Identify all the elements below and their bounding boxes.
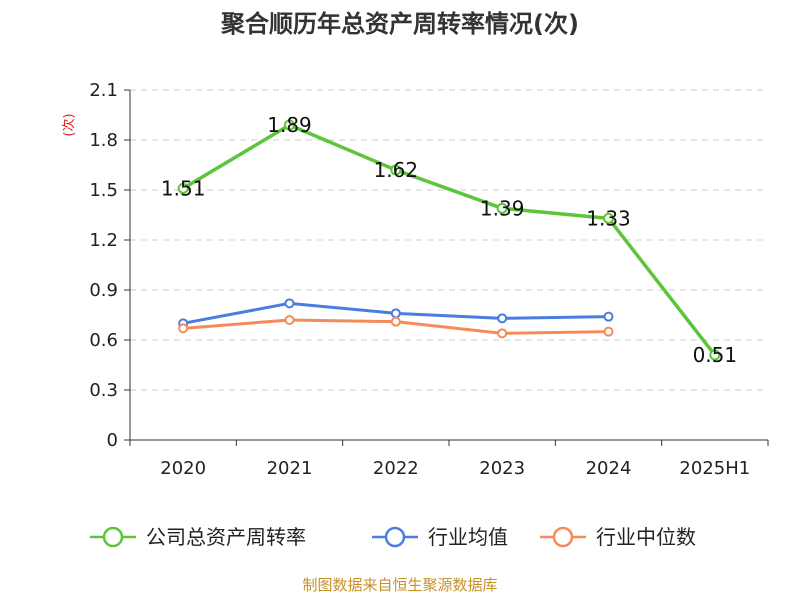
axes: [124, 89, 769, 446]
data-point: [496, 202, 508, 214]
y-tick-label: 0: [107, 430, 118, 451]
legend: 公司总资产周转率 行业均值 行业中位数: [90, 525, 696, 549]
legend-label: 公司总资产周转率: [146, 525, 306, 549]
data-point: [177, 182, 189, 194]
data-labels: 1.51 1.89 1.62 1.39 1.33 0.51: [161, 113, 737, 367]
source-note: 制图数据来自恒生聚源数据库: [302, 576, 497, 594]
y-tick-label: 0.6: [89, 330, 118, 351]
y-tick-label: 1.8: [89, 130, 118, 151]
data-point: [497, 328, 508, 339]
data-label: 0.51: [693, 343, 738, 367]
y-tick-label: 1.2: [89, 230, 118, 251]
legend-marker: [552, 526, 574, 548]
data-label: 1.51: [161, 176, 206, 200]
legend-marker: [102, 526, 124, 548]
data-point: [390, 308, 401, 319]
data-point: [603, 212, 614, 224]
y-axis-label: (次): [61, 113, 77, 136]
x-tick-label: 2020: [160, 458, 206, 479]
y-tick-label: 1.5: [89, 180, 118, 201]
data-point: [390, 164, 402, 176]
data-point: [178, 323, 189, 334]
data-point: [603, 311, 614, 322]
data-point: [284, 298, 295, 309]
data-point: [284, 315, 295, 325]
x-tick-label: 2023: [479, 458, 525, 479]
chart-title: 聚合顺历年总资产周转率情况(次): [220, 10, 579, 38]
y-tick-label: 0.9: [89, 280, 118, 301]
y-tick-label: 2.1: [89, 80, 118, 101]
legend-label: 行业中位数: [596, 525, 696, 549]
data-label: 1.89: [267, 113, 312, 137]
x-tick-label: 2024: [586, 458, 632, 479]
data-point: [709, 349, 721, 361]
data-label: 1.62: [374, 158, 419, 182]
data-label: 1.33: [586, 206, 631, 230]
series-lines: [177, 119, 721, 361]
x-tick-label: 2025H1: [679, 458, 750, 479]
data-point: [603, 326, 614, 337]
x-tick-label: 2021: [267, 458, 313, 479]
y-tick-label: 0.3: [89, 380, 118, 401]
legend-label: 行业均值: [428, 525, 508, 549]
data-point: [284, 119, 295, 131]
data-point: [497, 313, 508, 324]
x-tick-label: 2022: [373, 458, 419, 479]
series-line-0: [182, 123, 717, 357]
tick-labels: 0 0.3 0.6 0.9 1.2 1.5 1.8 2.1 2020 2021 2022 2023 20…: [89, 80, 750, 479]
gridlines: [130, 89, 768, 391]
data-point: [390, 316, 401, 327]
legend-marker: [384, 526, 406, 548]
data-label: 1.39: [480, 196, 525, 220]
